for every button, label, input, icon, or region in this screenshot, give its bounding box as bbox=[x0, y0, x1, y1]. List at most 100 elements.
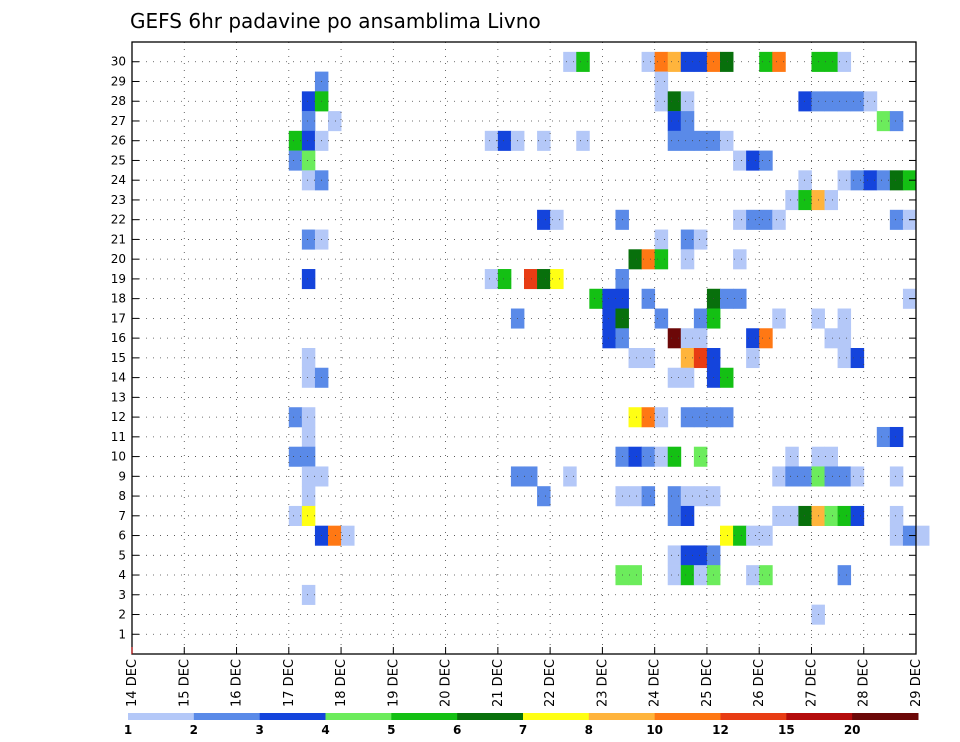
legend-label: 5 bbox=[387, 723, 395, 737]
y-tick-label: 30 bbox=[111, 55, 126, 69]
heatmap-cell bbox=[628, 249, 642, 270]
heatmap-cell bbox=[654, 51, 669, 72]
heatmap-cell bbox=[746, 150, 760, 171]
heatmap-cell bbox=[746, 565, 760, 586]
heatmap-cell bbox=[680, 51, 695, 72]
heatmap-cell bbox=[602, 288, 616, 309]
heatmap-cell bbox=[720, 367, 734, 388]
heatmap-cell bbox=[850, 170, 865, 191]
heatmap-cell bbox=[667, 328, 682, 349]
heatmap-cell bbox=[680, 328, 695, 349]
legend-swatch bbox=[457, 713, 524, 720]
heatmap-cell bbox=[628, 348, 642, 369]
heatmap-cell bbox=[537, 130, 551, 151]
heatmap-cell bbox=[328, 111, 342, 132]
y-tick-label: 27 bbox=[111, 114, 126, 128]
y-tick-label: 16 bbox=[111, 331, 126, 345]
legend-label: 2 bbox=[190, 723, 198, 737]
heatmap-cell bbox=[641, 407, 656, 428]
legend-label: 20 bbox=[844, 723, 861, 737]
heatmap-cell bbox=[850, 348, 865, 369]
heatmap-cell bbox=[667, 91, 682, 112]
heatmap-cell bbox=[759, 328, 773, 349]
y-tick-label: 1 bbox=[118, 627, 126, 641]
heatmap-cell bbox=[693, 446, 708, 467]
heatmap-cell bbox=[288, 505, 303, 526]
x-tick-label: 14 DEC bbox=[125, 659, 140, 707]
heatmap-cell bbox=[301, 367, 316, 388]
heatmap-cell bbox=[772, 51, 786, 72]
heatmap-cell bbox=[850, 91, 865, 112]
heatmap-cell bbox=[667, 51, 682, 72]
heatmap-cell bbox=[824, 466, 838, 487]
heatmap-cell bbox=[667, 486, 682, 507]
heatmap-cell bbox=[497, 269, 512, 290]
heatmap-cell bbox=[680, 348, 695, 369]
heatmap-cell bbox=[693, 229, 708, 250]
heatmap-cell bbox=[837, 348, 852, 369]
heatmap-cell bbox=[785, 446, 799, 467]
heatmap-cell bbox=[654, 308, 669, 329]
heatmap-cell bbox=[693, 51, 708, 72]
legend-label: 6 bbox=[453, 723, 461, 737]
heatmap-cell bbox=[654, 249, 669, 270]
heatmap-cell bbox=[680, 545, 695, 566]
heatmap-cell bbox=[589, 288, 603, 309]
heatmap-cell bbox=[628, 565, 642, 586]
heatmap-cell bbox=[667, 111, 682, 132]
heatmap-cell bbox=[301, 150, 316, 171]
legend-label: 12 bbox=[712, 723, 729, 737]
heatmap-cell bbox=[484, 130, 499, 151]
heatmap-cell bbox=[628, 407, 642, 428]
heatmap-cell bbox=[798, 91, 812, 112]
y-tick-label: 20 bbox=[111, 252, 126, 266]
heatmap-cell bbox=[733, 150, 747, 171]
heatmap-cell bbox=[654, 71, 669, 92]
heatmap-cell bbox=[889, 426, 904, 448]
legend-swatch bbox=[588, 713, 656, 720]
legend-swatch bbox=[852, 713, 919, 720]
grid-lines bbox=[132, 42, 916, 654]
heatmap-cell bbox=[759, 565, 773, 586]
heatmap-cell bbox=[693, 545, 708, 566]
heatmap-cell bbox=[837, 565, 852, 586]
heatmap-cell bbox=[301, 446, 316, 467]
heatmap-cell bbox=[563, 466, 577, 487]
legend-swatch bbox=[193, 713, 261, 720]
heatmap-cell bbox=[772, 505, 786, 526]
x-tick-label: 28 DEC bbox=[857, 659, 872, 707]
heatmap-cell bbox=[876, 170, 891, 191]
heatmap-cell bbox=[641, 249, 656, 270]
heatmap-cell bbox=[693, 328, 708, 349]
heatmap-cell bbox=[746, 209, 760, 230]
heatmap-cell bbox=[328, 525, 342, 546]
heatmap-cell bbox=[641, 446, 656, 467]
x-tick-label: 22 DEC bbox=[543, 659, 558, 707]
heatmap-cell bbox=[641, 486, 656, 507]
heatmap-cell bbox=[746, 348, 760, 369]
heatmap-cell bbox=[667, 130, 682, 151]
heatmap-cell bbox=[667, 505, 682, 526]
legend-swatch bbox=[325, 713, 392, 720]
heatmap-cell bbox=[837, 328, 852, 349]
heatmap-cell bbox=[889, 466, 904, 487]
heatmap-cell bbox=[288, 446, 303, 467]
heatmap-cell bbox=[680, 91, 695, 112]
legend-swatch bbox=[720, 713, 787, 720]
heatmap-cell bbox=[889, 525, 904, 546]
heatmap-cell bbox=[301, 170, 316, 191]
heatmap-cell bbox=[772, 466, 786, 487]
heatmap-cell bbox=[301, 426, 316, 448]
legend-swatch bbox=[654, 713, 721, 720]
heatmap-cell bbox=[772, 308, 786, 329]
legend-label: 15 bbox=[778, 723, 795, 737]
y-tick-label: 18 bbox=[111, 292, 126, 306]
heatmap-cell bbox=[876, 426, 891, 448]
y-tick-label: 4 bbox=[118, 568, 126, 582]
heatmap-cell bbox=[537, 269, 551, 290]
heatmap-cell bbox=[301, 111, 316, 132]
x-tick-label: 18 DEC bbox=[334, 659, 349, 707]
heatmap-cell bbox=[550, 269, 564, 290]
heatmap-cell bbox=[301, 486, 316, 507]
heatmap-cell bbox=[746, 328, 760, 349]
